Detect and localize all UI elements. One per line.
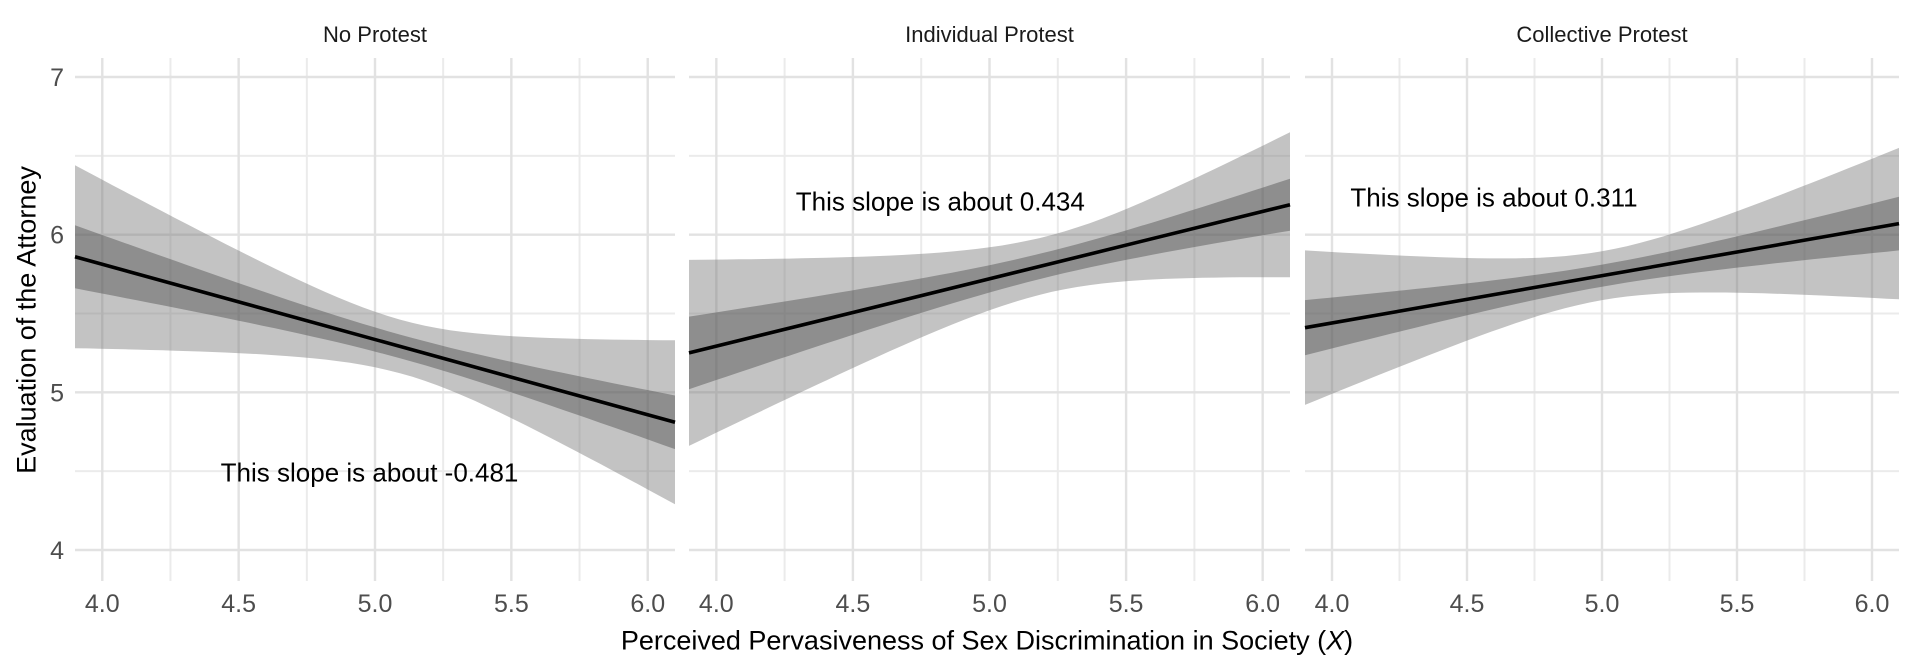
- x-tick-label: 4.5: [1450, 590, 1485, 618]
- x-tick-label: 4.0: [699, 590, 734, 618]
- confidence-band-outer: [689, 132, 1290, 446]
- facet-title-collective-protest: Collective Protest: [1516, 22, 1688, 47]
- y-tick-label: 6: [50, 222, 64, 250]
- slope-annotation-individual-protest: This slope is about 0.434: [795, 186, 1085, 217]
- regression-line: [1304, 221, 1900, 330]
- x-tick-label: 4.0: [1315, 590, 1350, 618]
- x-tick-label: 6.0: [630, 590, 665, 618]
- x-tick-label: 6.0: [1245, 590, 1280, 618]
- x-tick-label: 5.0: [972, 590, 1007, 618]
- facet-panel: 4.0 4.5 5.0 5.5 6.0: [688, 58, 1291, 618]
- slope-annotation-no-protest: This slope is about -0.481: [220, 457, 519, 488]
- x-tick-label: 5.5: [1720, 590, 1755, 618]
- x-tick-label: 4.0: [85, 590, 120, 618]
- regression-line: [688, 202, 1291, 355]
- x-tick-label: 5.5: [1109, 590, 1144, 618]
- y-tick-label: 7: [50, 64, 64, 92]
- slope-annotation-collective-protest: This slope is about 0.311: [1350, 182, 1638, 213]
- x-axis-title-text-suffix: ): [1344, 625, 1354, 656]
- confidence-band-outer: [75, 165, 675, 505]
- x-tick-label: 5.0: [1585, 590, 1620, 618]
- facet-title-individual-protest: Individual Protest: [905, 22, 1074, 47]
- x-tick-label: 5.0: [358, 590, 393, 618]
- facet-panel: 4.0 4.5 5.0 5.5 6.0: [1304, 58, 1900, 618]
- x-tick-label: 5.5: [494, 590, 529, 618]
- x-axis-title: Perceived Pervasiveness of Sex Discrimin…: [621, 626, 1353, 657]
- regression-line: [74, 254, 676, 425]
- y-tick-label: 4: [50, 537, 64, 565]
- confidence-band-inner: [75, 225, 675, 450]
- confidence-band-inner: [689, 178, 1290, 390]
- x-tick-label: 4.5: [836, 590, 871, 618]
- x-axis-title-text: Perceived Pervasiveness of Sex Discrimin…: [620, 625, 1327, 656]
- facet-panel: 4.0 4.5 5.0 5.5 6.0: [74, 58, 676, 618]
- y-axis-title: Evaluation of the Attorney: [11, 165, 42, 474]
- x-axis-title-variable: X: [1326, 625, 1345, 656]
- facet-title-no-protest: No Protest: [323, 22, 427, 47]
- x-tick-label: 4.5: [221, 590, 256, 618]
- x-tick-label: 6.0: [1855, 590, 1890, 618]
- y-tick-label: 5: [50, 379, 64, 407]
